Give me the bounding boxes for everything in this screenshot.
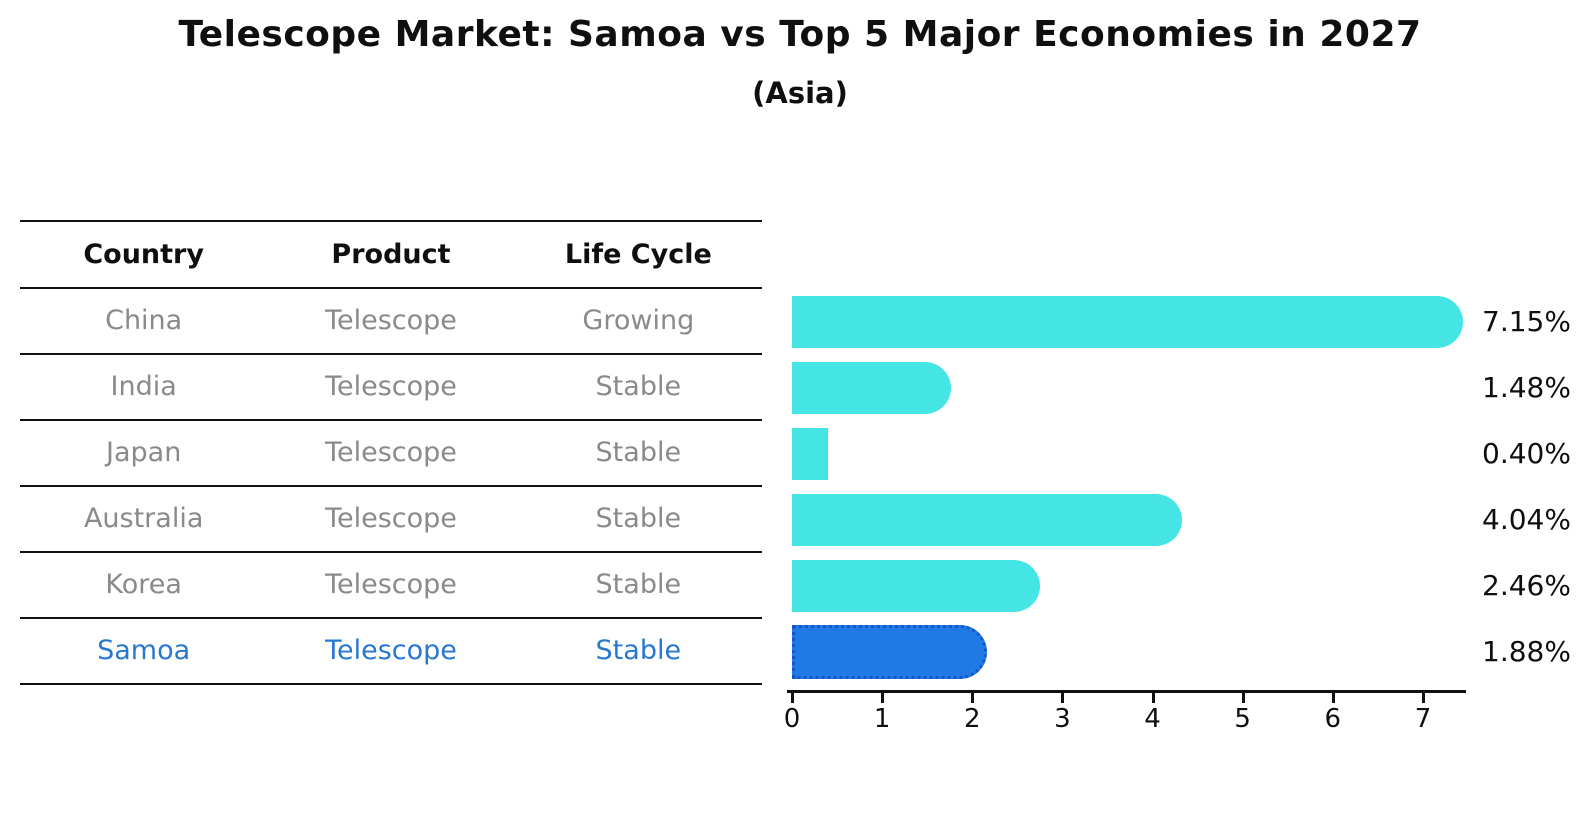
x-axis-tick <box>1241 693 1245 703</box>
x-axis-tick <box>881 693 885 703</box>
x-axis-tick-label: 1 <box>873 704 891 734</box>
cell-lifecycle: Stable <box>595 635 682 666</box>
cell-country: Australia <box>83 503 204 534</box>
col-header-lifecycle: Life Cycle <box>564 239 712 270</box>
value-label-korea: 2.46% <box>1482 569 1571 602</box>
cell-product: Telescope <box>325 305 457 336</box>
cell-lifecycle: Stable <box>595 371 682 402</box>
cell-lifecycle: Stable <box>595 569 682 600</box>
cell-lifecycle: Stable <box>595 503 682 534</box>
value-label-japan: 0.40% <box>1482 437 1571 470</box>
table-row: India Telescope Stable <box>20 355 762 421</box>
table-row: Korea Telescope Stable <box>20 553 762 619</box>
value-label-china: 7.15% <box>1482 305 1571 338</box>
cell-country: Samoa <box>97 635 191 666</box>
cell-country: China <box>105 305 183 336</box>
x-axis-tick <box>1421 693 1425 703</box>
col-header-product: Product <box>331 239 451 270</box>
table-row: China Telescope Growing <box>20 289 762 355</box>
table-row-highlighted-samoa: Samoa Telescope Stable <box>20 619 762 685</box>
x-axis-ticks: 0 1 2 3 4 5 6 7 <box>784 693 1497 743</box>
value-label-column: 7.15% 1.48% 0.40% 4.04% 2.46% 1.88% <box>1482 289 1586 685</box>
value-label-india: 1.48% <box>1482 371 1571 404</box>
x-axis-tick-label: 4 <box>1144 704 1161 734</box>
bar-india <box>792 362 952 414</box>
x-axis-tick <box>791 693 794 703</box>
table-row: Australia Telescope Stable <box>20 487 762 553</box>
x-axis-tick <box>971 693 975 703</box>
cell-product: Telescope <box>325 569 457 600</box>
bar-china <box>792 296 1463 348</box>
chart-title: Telescope Market: Samoa vs Top 5 Major E… <box>178 14 1422 55</box>
cell-country: Japan <box>106 437 182 468</box>
x-axis-line <box>787 690 1466 693</box>
cell-product: Telescope <box>325 635 457 666</box>
x-axis-tick-label: 3 <box>1054 704 1071 734</box>
value-label-samoa: 1.88% <box>1482 635 1571 668</box>
x-axis-tick-label: 2 <box>963 704 981 734</box>
bar-chart-plot-area <box>792 289 1497 685</box>
x-axis-tick <box>1331 693 1335 703</box>
x-axis-tick <box>1151 693 1155 703</box>
value-label-australia: 4.04% <box>1482 503 1571 536</box>
x-axis-tick-label: 7 <box>1414 704 1432 734</box>
cell-lifecycle: Growing <box>582 305 695 336</box>
bar-korea <box>792 560 1040 612</box>
table-header-row: Country Product Life Cycle <box>20 222 762 289</box>
table-row: Japan Telescope Stable <box>20 421 762 487</box>
country-table: Country Product Life Cycle China Telesco… <box>20 220 762 685</box>
chart-subtitle: (Asia) <box>752 76 848 110</box>
x-axis-tick-label: 6 <box>1324 704 1342 734</box>
bar-japan <box>792 428 829 480</box>
cell-product: Telescope <box>325 503 457 534</box>
x-axis-tick-label: 5 <box>1234 704 1251 734</box>
bar-australia <box>792 494 1183 546</box>
x-axis-tick-label: 0 <box>783 704 801 734</box>
cell-product: Telescope <box>325 371 457 402</box>
col-header-country: Country <box>83 239 204 270</box>
cell-product: Telescope <box>325 437 457 468</box>
cell-lifecycle: Stable <box>595 437 682 468</box>
cell-country: Korea <box>105 569 182 600</box>
x-axis-tick <box>1061 693 1065 703</box>
cell-country: India <box>110 371 177 402</box>
bar-samoa-highlighted <box>792 625 988 679</box>
